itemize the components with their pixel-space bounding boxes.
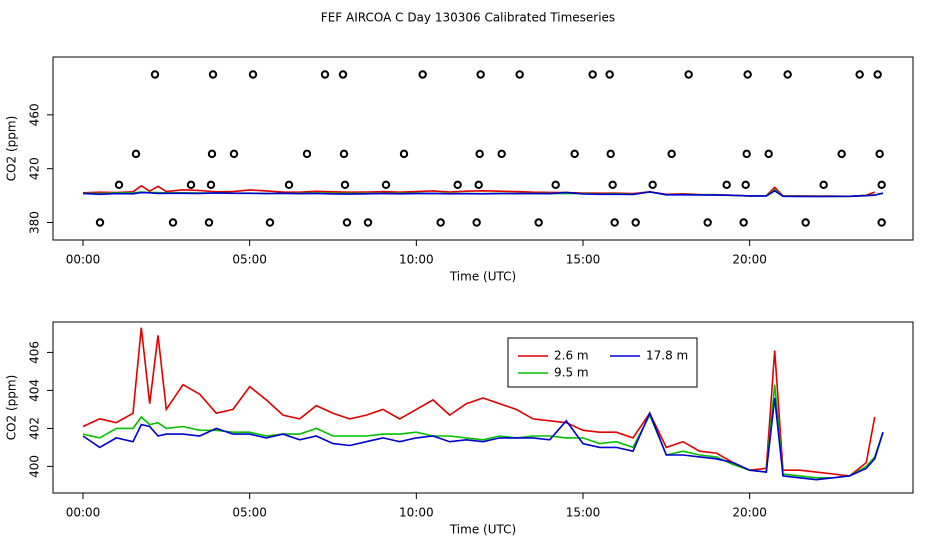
flag-point — [114, 180, 124, 190]
flag-point — [684, 70, 693, 79]
flag-point — [436, 218, 445, 227]
flag-point — [95, 218, 105, 227]
flag-point — [186, 180, 196, 190]
flag-point — [338, 70, 348, 79]
y-tick-label: 460 — [28, 103, 42, 126]
legend-label: 2.6 m — [554, 349, 589, 363]
flag-point — [381, 180, 391, 190]
flag-point — [801, 218, 810, 227]
flag-point — [741, 180, 750, 190]
flag-point — [873, 70, 882, 79]
y-tick-label: 400 — [28, 455, 42, 478]
flag-point — [608, 180, 617, 190]
flag-point — [474, 180, 483, 190]
flag-point — [667, 149, 676, 159]
x-tick-label: 15:00 — [566, 506, 601, 520]
y-tick-label: 406 — [28, 341, 42, 364]
flag-point — [265, 218, 275, 227]
x-tick-label: 20:00 — [732, 253, 767, 267]
flag-point — [342, 218, 352, 227]
flag-point — [764, 149, 773, 159]
flag-point — [320, 70, 330, 79]
flag-point — [534, 218, 543, 227]
flag-point — [837, 149, 846, 159]
x-axis-label: Time (UTC) — [449, 523, 516, 537]
flag-point — [743, 70, 752, 79]
flag-point — [131, 149, 141, 159]
x-tick-label: 20:00 — [732, 506, 767, 520]
series-line — [82, 397, 884, 481]
flag-point — [819, 180, 828, 190]
flag-point — [648, 180, 657, 190]
x-tick-label: 00:00 — [66, 506, 101, 520]
flag-point — [739, 218, 748, 227]
flag-point — [703, 218, 712, 227]
plot-frame — [52, 321, 914, 494]
flag-point — [399, 149, 409, 159]
flag-point — [207, 149, 217, 159]
flag-point — [168, 218, 178, 227]
y-axis-label: CO2 (ppm) — [5, 375, 19, 441]
x-axis-label: Time (UTC) — [449, 270, 516, 284]
flag-point — [248, 70, 258, 79]
flag-point — [631, 218, 640, 227]
flag-point — [418, 70, 427, 79]
flag-point — [855, 70, 864, 79]
flag-point — [570, 149, 579, 159]
flag-point — [229, 149, 239, 159]
flag-point — [284, 180, 294, 190]
y-axis-label: CO2 (ppm) — [5, 116, 19, 182]
flag-point — [475, 149, 484, 159]
series-line — [82, 327, 876, 477]
flag-point — [605, 70, 614, 79]
flag-point — [610, 218, 619, 227]
flag-point — [742, 149, 751, 159]
flag-point — [339, 149, 349, 159]
flag-point — [150, 70, 160, 79]
series-line — [82, 189, 884, 198]
plot-frame — [52, 56, 914, 241]
flag-point — [208, 70, 218, 79]
x-tick-label: 05:00 — [232, 506, 267, 520]
y-tick-label: 404 — [28, 379, 42, 402]
flag-point — [606, 149, 615, 159]
flag-point — [588, 70, 597, 79]
flag-point — [472, 218, 481, 227]
flag-point — [722, 180, 731, 190]
x-tick-label: 15:00 — [566, 253, 601, 267]
legend-box — [507, 337, 698, 388]
figure-title: FEF AIRCOA C Day 130306 Calibrated Times… — [321, 11, 615, 25]
flag-point — [453, 180, 462, 190]
y-tick-label: 380 — [28, 211, 42, 234]
legend-label: 17.8 m — [646, 349, 688, 363]
flag-point — [875, 149, 884, 159]
flag-point — [551, 180, 560, 190]
x-tick-label: 10:00 — [399, 253, 434, 267]
y-tick-label: 402 — [28, 417, 42, 440]
x-tick-label: 05:00 — [232, 253, 267, 267]
y-tick-label: 420 — [28, 157, 42, 180]
flag-point — [340, 180, 350, 190]
flag-point — [497, 149, 506, 159]
flag-point — [206, 180, 216, 190]
flag-point — [877, 218, 886, 227]
legend-label: 9.5 m — [554, 366, 589, 380]
flag-point — [302, 149, 312, 159]
flag-point — [476, 70, 485, 79]
flag-point — [363, 218, 373, 227]
flag-point — [877, 180, 886, 190]
flag-point — [204, 218, 214, 227]
x-tick-label: 10:00 — [399, 506, 434, 520]
flag-point — [783, 70, 792, 79]
x-tick-label: 00:00 — [66, 253, 101, 267]
flag-point — [515, 70, 524, 79]
